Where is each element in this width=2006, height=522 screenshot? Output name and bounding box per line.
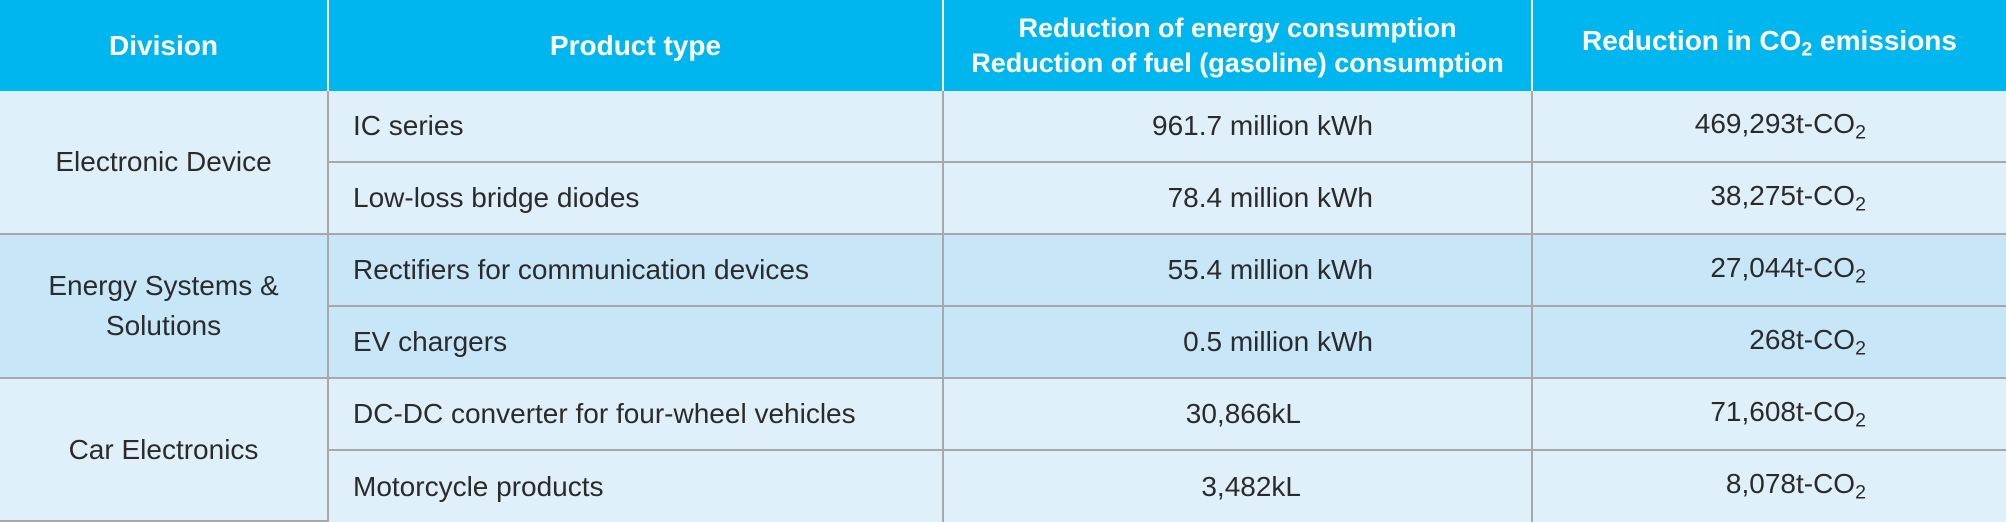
header-energy-reduction: Reduction of energy consumption Reductio… bbox=[944, 0, 1533, 91]
energy-cell: 3,482kL bbox=[944, 451, 1533, 522]
product-cell: Low-loss bridge diodes bbox=[329, 163, 944, 235]
division-electronic-device: Electronic Device bbox=[0, 91, 329, 235]
product-cell: EV chargers bbox=[329, 307, 944, 379]
energy-value: 78.4 million kWh bbox=[1167, 182, 1373, 213]
division-energy-systems: Energy Systems & Solutions bbox=[0, 235, 329, 379]
division-label-line1: Energy Systems & bbox=[48, 270, 279, 301]
header-product-type: Product type bbox=[329, 0, 944, 91]
division-car-electronics: Car Electronics bbox=[0, 379, 329, 522]
header-co2-reduction: Reduction in CO2 emissions bbox=[1533, 0, 2006, 91]
energy-value: 30,866kL bbox=[1185, 398, 1301, 429]
product-cell: Motorcycle products bbox=[329, 451, 944, 522]
energy-cell: 961.7 million kWh bbox=[944, 91, 1533, 163]
energy-value: 961.7 million kWh bbox=[1152, 110, 1373, 141]
product-label: DC-DC converter for four-wheel vehicles bbox=[353, 398, 856, 429]
co2-cell: 71,608t-CO2 bbox=[1533, 379, 2006, 451]
co2-cell: 38,275t-CO2 bbox=[1533, 163, 2006, 235]
energy-value: 3,482kL bbox=[1201, 470, 1301, 502]
header-co2-label: Reduction in CO2 emissions bbox=[1582, 25, 1957, 61]
header-division: Division bbox=[0, 0, 329, 91]
header-energy-line2: Reduction of fuel (gasoline) consumption bbox=[971, 47, 1504, 78]
co2-value: 27,044t-CO2 bbox=[1710, 251, 1866, 288]
product-label: Low-loss bridge diodes bbox=[353, 182, 640, 213]
energy-cell: 78.4 million kWh bbox=[944, 163, 1533, 235]
energy-cell: 0.5 million kWh bbox=[944, 307, 1533, 379]
product-cell: DC-DC converter for four-wheel vehicles bbox=[329, 379, 944, 451]
header-division-label: Division bbox=[109, 29, 218, 61]
energy-cell: 55.4 million kWh bbox=[944, 235, 1533, 307]
division-label-line2: Solutions bbox=[105, 310, 222, 341]
energy-cell: 30,866kL bbox=[944, 379, 1533, 451]
co2-value: 71,608t-CO2 bbox=[1710, 395, 1866, 432]
header-energy-line1: Reduction of energy consumption bbox=[1018, 12, 1457, 43]
co2-cell: 469,293t-CO2 bbox=[1533, 91, 2006, 163]
division-label: Car Electronics bbox=[68, 433, 259, 465]
co2-value: 8,078t-CO2 bbox=[1725, 468, 1866, 504]
energy-value: 55.4 million kWh bbox=[1167, 254, 1373, 285]
product-label: EV chargers bbox=[353, 326, 508, 357]
product-label: Motorcycle products bbox=[353, 470, 604, 502]
header-product-type-label: Product type bbox=[549, 29, 722, 61]
co2-cell: 8,078t-CO2 bbox=[1533, 451, 2006, 522]
co2-value: 469,293t-CO2 bbox=[1694, 107, 1866, 144]
energy-value: 0.5 million kWh bbox=[1183, 326, 1373, 357]
co2-cell: 268t-CO2 bbox=[1533, 307, 2006, 379]
product-label: Rectifiers for communication devices bbox=[353, 254, 809, 285]
co2-cell: 27,044t-CO2 bbox=[1533, 235, 2006, 307]
co2-value: 38,275t-CO2 bbox=[1710, 179, 1866, 216]
product-label: IC series bbox=[353, 110, 464, 141]
co2-value: 268t-CO2 bbox=[1749, 323, 1866, 360]
product-cell: Rectifiers for communication devices bbox=[329, 235, 944, 307]
division-label: Electronic Device bbox=[55, 146, 272, 177]
product-cell: IC series bbox=[329, 91, 944, 163]
